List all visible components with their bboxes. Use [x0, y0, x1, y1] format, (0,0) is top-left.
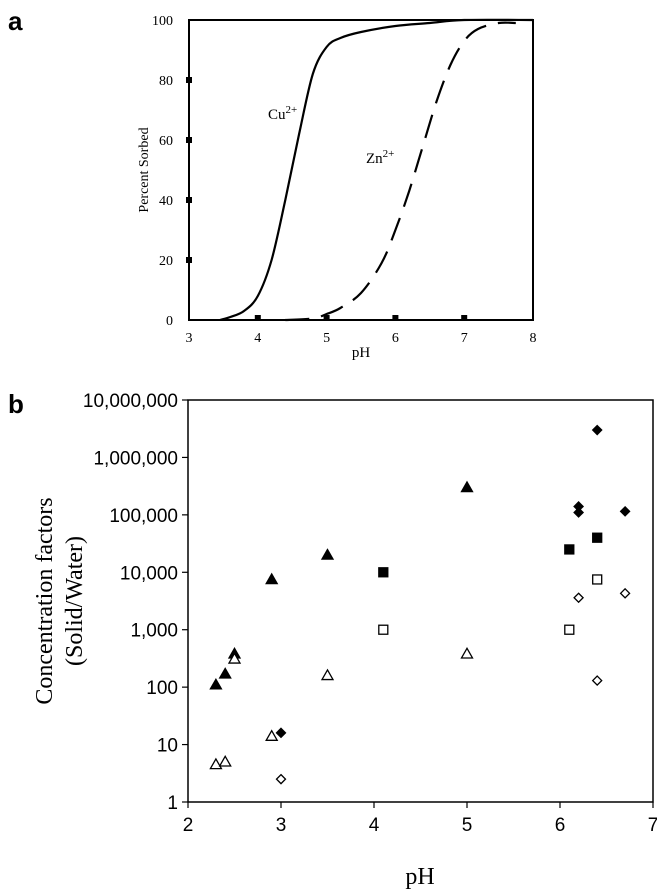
panel-b-ytick-label: 100 — [146, 678, 178, 699]
panel-b-ytick-label: 1,000 — [130, 621, 178, 642]
panel-a-xtick-label: 7 — [461, 331, 468, 346]
diamond-open-point — [573, 592, 585, 604]
panel-b-xtick-label: 3 — [276, 815, 287, 836]
triangle-filled-point — [460, 480, 474, 493]
diamond-filled-point — [275, 727, 287, 739]
triangle-filled-point — [265, 572, 279, 585]
square-filled-point — [378, 567, 389, 578]
square-filled-point — [564, 544, 575, 555]
panel-b-xtick-label: 7 — [648, 815, 657, 836]
diamond-filled-point — [619, 505, 631, 517]
panel-a-xtick-mark — [254, 315, 261, 321]
triangle-open-point — [218, 755, 232, 767]
panel-b-xtick-label: 6 — [555, 815, 566, 836]
panel-a-xtick-label: 6 — [392, 331, 399, 346]
panel-a-xtick-label: 4 — [254, 331, 261, 346]
panel-a-ytick-label: 40 — [159, 194, 173, 209]
panel-a-ytick-mark — [186, 77, 192, 83]
panel-a-ytick-mark — [186, 137, 192, 143]
triangle-filled-point — [209, 677, 223, 690]
triangle-open-point — [265, 729, 279, 741]
panel-a-ytick-label: 0 — [166, 314, 173, 329]
panel-a-xtick-label: 3 — [186, 331, 193, 346]
cu-series-label: Cu2+ — [268, 104, 297, 123]
panel-b-plot-area — [187, 399, 654, 803]
panel-b-ytick-label: 10,000,000 — [83, 391, 178, 412]
diamond-open-point — [591, 675, 603, 687]
panel-b-ytick-label: 100,000 — [109, 506, 178, 527]
square-open-point — [564, 624, 575, 635]
panel-a-ylabel: Percent Sorbed — [137, 127, 152, 212]
panel-a-ytick-mark — [186, 257, 192, 263]
panel-a-xtick-label: 5 — [323, 331, 330, 346]
zn-sorption-curve — [285, 21, 516, 322]
square-open-point — [592, 574, 603, 585]
diamond-open-point — [619, 587, 631, 599]
panel-b-xtick-label: 4 — [369, 815, 380, 836]
zn-series-label: Zn2+ — [366, 148, 394, 167]
panel-a-ytick-mark — [186, 197, 192, 203]
diamond-filled-point — [573, 507, 585, 518]
panel-b-xlabel: pH — [405, 864, 434, 889]
square-open-point — [378, 624, 389, 635]
panel-a-xtick-label: 8 — [530, 331, 537, 346]
panel-a-ytick-label: 100 — [152, 14, 173, 29]
cu-sorption-curve — [219, 18, 534, 322]
panel-b-ytick-label: 10 — [157, 736, 178, 757]
triangle-open-point — [320, 668, 335, 681]
panel-a-plot-area — [188, 19, 534, 321]
panel-b-chart: 2 3 4 5 6 7 1 10 100 1,000 10,000 100,000 1,000,000 1… — [32, 391, 657, 889]
panel-b-ytick-label: 1 — [167, 793, 178, 814]
triangle-open-point — [227, 652, 242, 664]
panel-b-ylabel-line1: Concentration factors — [32, 497, 58, 704]
panel-a-xtick-mark — [392, 315, 399, 321]
square-filled-point — [592, 532, 603, 543]
panel-a-xlabel: pH — [352, 345, 371, 361]
diamond-filled-point — [591, 424, 603, 436]
panel-b-xtick-label: 5 — [462, 815, 473, 836]
panel-b-xtick-label: 2 — [183, 815, 194, 836]
panel-a-ytick-label: 20 — [159, 254, 173, 269]
panel-b-ytick-label: 1,000,000 — [93, 448, 178, 469]
diamond-open-point — [275, 773, 287, 785]
triangle-open-point — [460, 647, 474, 659]
triangle-filled-point — [218, 667, 232, 679]
panel-a-xtick-mark — [323, 315, 330, 321]
panel-b-letter: b — [8, 389, 24, 419]
panel-a-ytick-label: 80 — [159, 74, 173, 89]
panel-a-ytick-label: 60 — [159, 134, 173, 149]
triangle-open-point — [209, 757, 223, 770]
panel-b-ylabel-line2: (Solid/Water) — [62, 536, 88, 666]
triangle-filled-point — [320, 548, 335, 560]
panel-a-xtick-mark — [461, 315, 468, 321]
panel-a-letter: a — [8, 6, 23, 36]
panel-b-ytick-label: 10,000 — [120, 563, 178, 584]
